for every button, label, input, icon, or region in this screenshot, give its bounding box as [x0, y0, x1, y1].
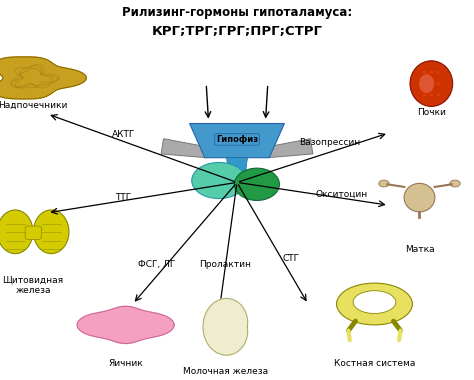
Ellipse shape [429, 82, 433, 85]
Ellipse shape [422, 82, 426, 85]
Ellipse shape [33, 210, 69, 254]
Ellipse shape [337, 283, 412, 325]
FancyBboxPatch shape [25, 226, 41, 239]
Ellipse shape [429, 93, 433, 97]
Text: Вазопрессин: Вазопрессин [299, 138, 360, 147]
Text: Яичник: Яичник [108, 359, 143, 368]
Polygon shape [227, 158, 247, 173]
Polygon shape [268, 139, 313, 158]
Ellipse shape [353, 291, 396, 313]
Text: АКТГ: АКТГ [111, 130, 135, 139]
Polygon shape [161, 139, 206, 158]
Ellipse shape [429, 71, 433, 74]
Ellipse shape [191, 163, 246, 198]
Text: ФСГ, ЛГ: ФСГ, ЛГ [138, 260, 175, 269]
Text: Почки: Почки [417, 108, 446, 117]
Text: Гипофиз: Гипофиз [216, 135, 258, 144]
Text: Молочная железа: Молочная железа [182, 367, 268, 376]
Ellipse shape [0, 210, 33, 254]
Ellipse shape [437, 93, 440, 97]
Polygon shape [190, 124, 284, 158]
Text: Матка: Матка [405, 245, 434, 254]
Text: Окситоцин: Окситоцин [315, 189, 367, 198]
Ellipse shape [419, 74, 434, 93]
Ellipse shape [422, 93, 426, 97]
Text: Надпочечники: Надпочечники [0, 101, 68, 110]
Ellipse shape [224, 337, 231, 343]
Text: КРГ;ТРГ;ГРГ;ПРГ;СТРГ: КРГ;ТРГ;ГРГ;ПРГ;СТРГ [152, 25, 322, 38]
Text: ТТГ: ТТГ [115, 193, 131, 202]
Text: Костная система: Костная система [334, 359, 415, 368]
Ellipse shape [422, 71, 426, 74]
Polygon shape [0, 57, 86, 99]
Ellipse shape [437, 71, 440, 74]
Ellipse shape [379, 180, 389, 187]
Ellipse shape [404, 184, 435, 212]
Text: Рилизинг-гормоны гипоталамуса:: Рилизинг-гормоны гипоталамуса: [122, 6, 352, 19]
Ellipse shape [437, 82, 440, 85]
Text: СТГ: СТГ [283, 254, 300, 263]
Ellipse shape [234, 168, 279, 201]
Text: Щитовидная
железа: Щитовидная железа [3, 276, 64, 295]
Text: Пролактин: Пролактин [199, 260, 251, 269]
Ellipse shape [410, 61, 453, 106]
Polygon shape [203, 298, 247, 355]
Ellipse shape [450, 180, 460, 187]
Polygon shape [77, 306, 174, 344]
